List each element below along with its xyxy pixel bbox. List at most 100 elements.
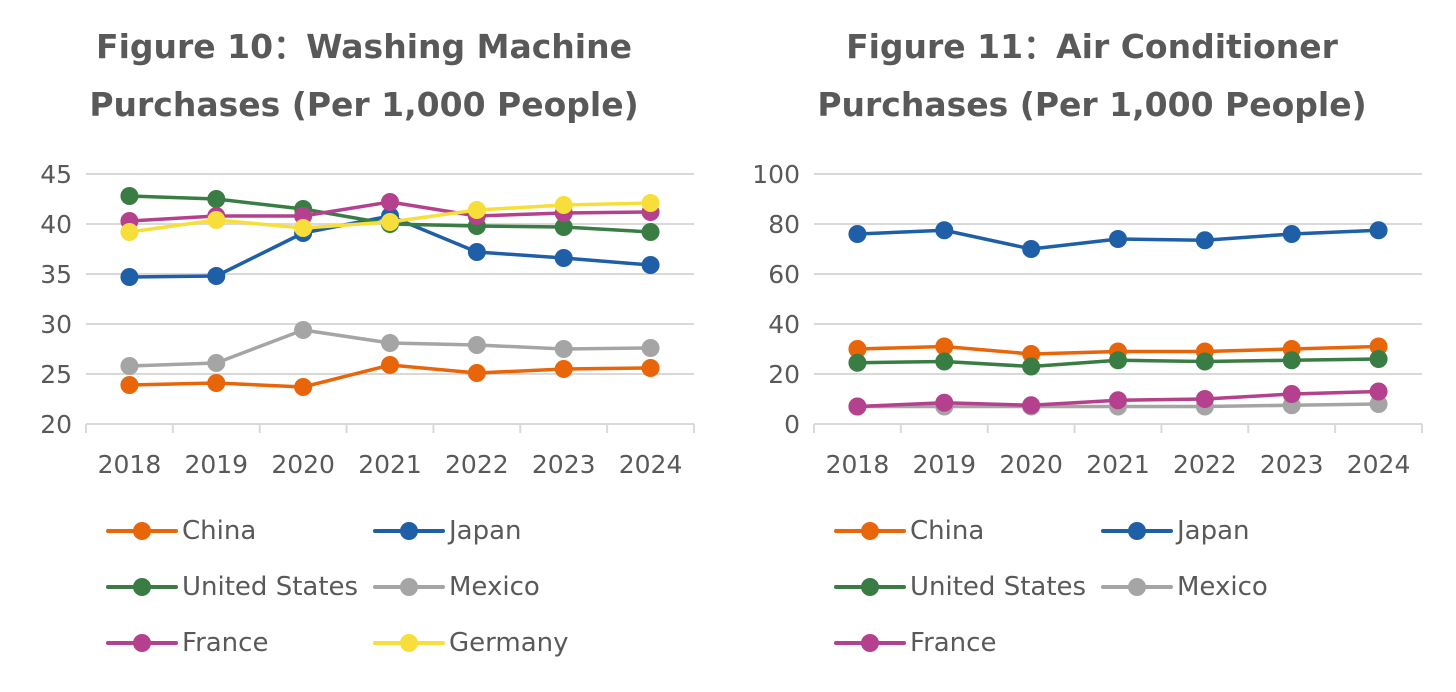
data-point xyxy=(848,225,867,243)
chart-title-line2: Purchases (Per 1,000 People) xyxy=(817,85,1367,124)
y-tick-label: 25 xyxy=(40,360,72,389)
y-axis: 20 25 30 35 40 45 xyxy=(40,160,72,439)
chart-title-line2: Purchases (Per 1,000 People) xyxy=(89,85,639,124)
legend-item: France xyxy=(834,623,996,663)
x-tick-label: 2020 xyxy=(999,450,1063,479)
data-point xyxy=(554,360,573,378)
chart-legend: China Japan United States Mexico France xyxy=(728,0,1456,692)
legend-marker xyxy=(133,522,151,540)
chart-title: Figure 10：Washing Machine Purchases (Per… xyxy=(0,18,728,134)
data-point xyxy=(935,337,954,356)
legend-label: United States xyxy=(910,572,1087,602)
legend-label: France xyxy=(182,628,269,658)
data-point xyxy=(294,219,313,237)
data-point xyxy=(641,359,660,377)
data-point xyxy=(207,354,226,372)
legend-item: Mexico xyxy=(373,567,540,607)
x-tick-label: 2024 xyxy=(1347,450,1411,479)
series-china xyxy=(120,356,660,396)
legend-item: France xyxy=(106,623,268,663)
chart-legend: China Japan United States Mexico France Germa… xyxy=(106,511,569,663)
legend-item: United States xyxy=(106,567,358,607)
data-point xyxy=(1022,345,1041,363)
chart-title-line1: Figure 10：Washing Machine xyxy=(96,27,632,66)
data-point xyxy=(1282,351,1301,370)
x-tick-label: 2023 xyxy=(532,450,596,479)
data-point xyxy=(467,336,486,354)
data-point xyxy=(467,243,486,261)
legend-label: China xyxy=(182,516,257,546)
data-point xyxy=(207,190,226,208)
data-point xyxy=(1109,351,1127,370)
data-point xyxy=(1282,385,1301,403)
legend-swatch xyxy=(1101,511,1173,551)
data-point xyxy=(120,187,139,205)
data-point xyxy=(1109,230,1127,248)
legend-label: Germany xyxy=(449,628,569,658)
legend-swatch xyxy=(834,567,906,607)
data-point xyxy=(120,376,139,394)
data-point xyxy=(1195,390,1214,408)
legend-marker xyxy=(400,578,418,596)
x-tick-label: 2019 xyxy=(184,450,248,479)
data-point xyxy=(1109,391,1127,410)
series-germany xyxy=(120,194,660,241)
legend-swatch xyxy=(373,567,445,607)
data-point xyxy=(1369,221,1388,240)
data-point xyxy=(848,340,867,358)
data-point xyxy=(294,321,313,339)
legend-marker xyxy=(861,634,879,652)
series-france xyxy=(848,382,1388,416)
data-point xyxy=(1022,396,1041,415)
data-point xyxy=(1022,240,1041,258)
air-conditioner-line-chart: 0 20 40 60 80 100 2018 2019 2020 2021 2022 2023 2024 xyxy=(752,160,1423,479)
y-axis: 0 20 40 60 80 100 xyxy=(752,160,800,439)
data-point xyxy=(935,393,954,412)
washing-machine-line-chart: 20 25 30 35 40 45 2018 2019 2020 2021 2022 2023 2024 xyxy=(40,160,695,479)
x-tick-label: 2020 xyxy=(271,450,335,479)
legend-marker xyxy=(133,634,151,652)
data-point xyxy=(554,196,573,214)
legend-marker xyxy=(400,522,418,540)
legend-item: China xyxy=(834,511,984,551)
data-point xyxy=(1195,231,1214,250)
legend-item: United States xyxy=(834,567,1086,607)
legend-item: Mexico xyxy=(1101,567,1268,607)
data-point xyxy=(381,213,399,231)
data-point xyxy=(294,378,313,396)
x-tick-label: 2024 xyxy=(619,450,683,479)
legend-swatch xyxy=(106,623,178,663)
x-tick-label: 2022 xyxy=(445,450,509,479)
legend-label: United States xyxy=(182,572,359,602)
legend-swatch xyxy=(373,623,445,663)
data-point xyxy=(641,223,660,241)
data-point xyxy=(207,267,226,285)
legend-label: Japan xyxy=(449,516,522,546)
x-tick-label: 2022 xyxy=(1173,450,1237,479)
data-point xyxy=(381,193,399,211)
data-point xyxy=(1369,337,1388,356)
legend-item: Germany xyxy=(373,623,569,663)
chart-title-line1: Figure 11：Air Conditioner xyxy=(846,27,1338,66)
legend-item: China xyxy=(106,511,256,551)
data-point xyxy=(554,340,573,358)
y-tick-label: 80 xyxy=(768,210,800,239)
figure-11-panel: Figure 11：Air Conditioner Purchases (Per… xyxy=(728,0,1456,692)
data-point xyxy=(1369,382,1388,401)
legend-label: Mexico xyxy=(1177,572,1268,602)
data-point xyxy=(207,374,226,392)
legend-swatch xyxy=(106,567,178,607)
series-mexico xyxy=(120,321,660,375)
y-tick-label: 40 xyxy=(40,210,72,239)
legend-swatch xyxy=(1101,567,1173,607)
y-tick-label: 40 xyxy=(768,310,800,339)
legend-marker xyxy=(400,634,418,652)
x-axis: 2018 2019 2020 2021 2022 2023 2024 xyxy=(85,423,695,479)
legend-item: Japan xyxy=(1101,511,1250,551)
data-point xyxy=(381,356,399,374)
gridlines xyxy=(814,173,1422,375)
legend-label: France xyxy=(910,628,997,658)
legend-swatch xyxy=(834,623,906,663)
legend-label: Japan xyxy=(1177,516,1250,546)
figure-10-panel: Figure 10：Washing Machine Purchases (Per… xyxy=(0,18,728,663)
